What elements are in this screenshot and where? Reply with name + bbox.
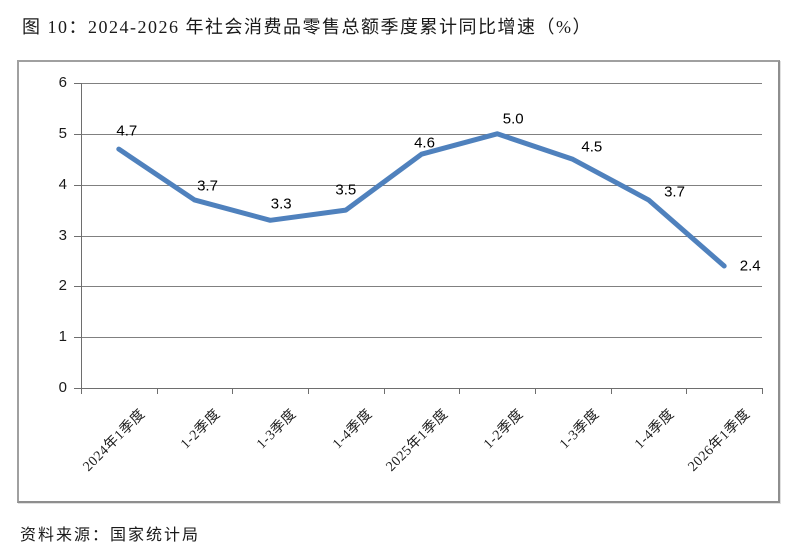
x-axis-tick (762, 388, 763, 394)
source-note: 资料来源：国家统计局 (20, 527, 201, 544)
x-axis-tick (81, 388, 82, 394)
data-label: 3.7 (197, 177, 218, 195)
y-gridline (81, 133, 762, 135)
y-axis-tick (74, 388, 81, 389)
y-axis-tick (74, 184, 81, 186)
x-axis-tick (686, 388, 688, 394)
y-axis-tick (74, 337, 81, 339)
data-label: 4.6 (414, 134, 435, 152)
x-axis-tick (459, 388, 461, 394)
y-axis-label: 5 (58, 124, 67, 142)
y-axis-tick (74, 235, 81, 237)
y-axis-tick (74, 286, 81, 288)
y-axis-tick (74, 83, 81, 84)
data-label: 4.7 (116, 122, 138, 140)
y-axis-label: 3 (58, 226, 67, 244)
data-label: 3.7 (664, 183, 685, 201)
x-axis-tick (535, 388, 536, 394)
y-axis-label: 4 (58, 175, 67, 193)
y-axis-label: 2 (58, 277, 67, 295)
y-axis-label: 6 (58, 74, 67, 91)
x-axis-tick (383, 388, 385, 394)
chart-frame: 0 1 2 3 4 5 6 4.7 3.7 3.3 3.5 4.6 5.0 4.5 3.7 2.4 2024年1… (17, 60, 780, 503)
y-axis-tick (74, 133, 81, 135)
y-axis-label: 1 (58, 328, 67, 346)
y-axis-line (81, 83, 82, 388)
x-axis-tick (308, 388, 309, 394)
data-label: 3.3 (270, 195, 292, 213)
series-line (116, 131, 727, 269)
y-axis-label: 0 (58, 379, 67, 396)
data-label: 3.5 (335, 181, 357, 199)
data-label: 4.5 (581, 138, 603, 156)
y-gridline (81, 184, 762, 186)
x-axis-tick (156, 388, 158, 394)
y-gridline (81, 83, 762, 84)
chart-plot-area: 0 1 2 3 4 5 6 4.7 3.7 3.3 3.5 4.6 5.0 4.5 3.7 2.4 2024年1… (19, 62, 778, 501)
data-label: 5.0 (502, 110, 524, 128)
chart-title: 图 10：2024-2026 年社会消费品零售总额季度累计同比增速（%） (22, 17, 592, 37)
y-gridline (81, 337, 762, 339)
trend-line-svg (116, 131, 727, 269)
x-axis-tick (232, 388, 234, 394)
y-gridline (81, 235, 762, 237)
x-axis-tick (610, 388, 612, 394)
y-gridline (81, 286, 762, 288)
x-axis-line (81, 388, 762, 389)
data-label: 2.4 (739, 257, 761, 275)
